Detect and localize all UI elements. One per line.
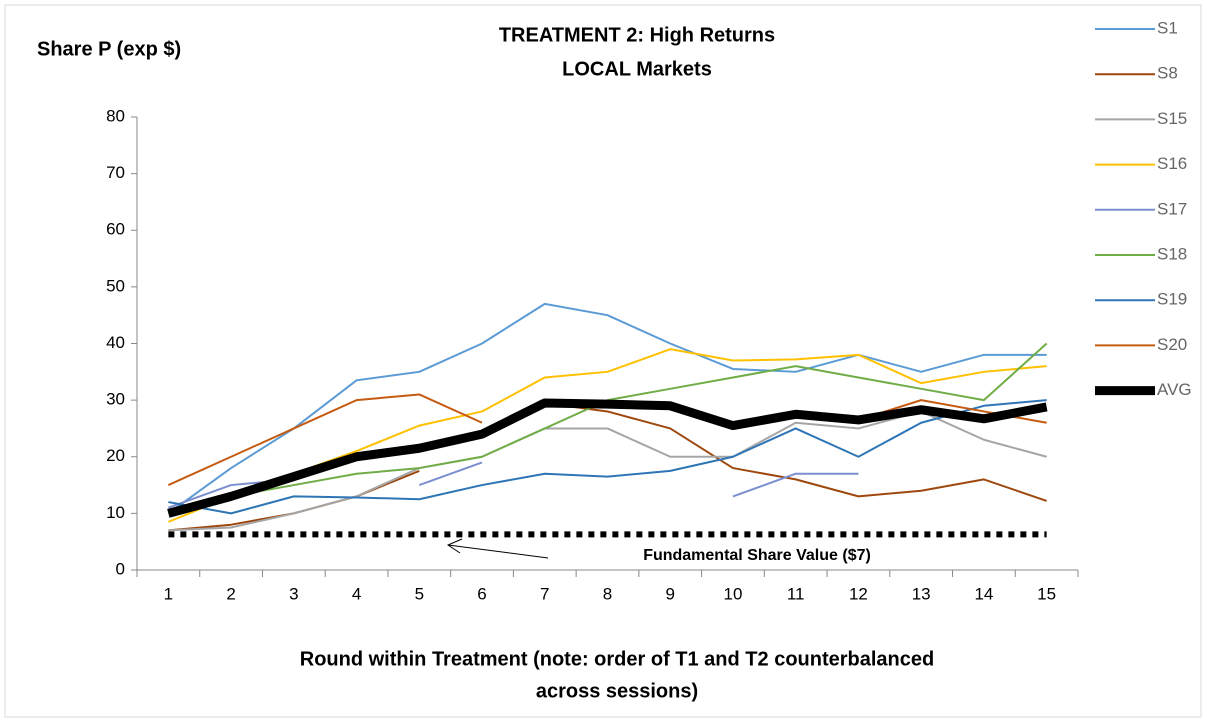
y-tick-label: 30 [106,390,125,409]
annotation-arrow [447,544,549,559]
y-axis-label: Share P (exp $) [37,38,181,60]
series-line [167,302,1047,515]
x-tick-label: 4 [352,584,361,603]
x-tick-label: 3 [289,584,298,603]
legend-label: S15 [1157,109,1187,128]
x-tick-label: 12 [849,584,868,603]
y-tick-label: 60 [106,220,125,239]
annotation: Fundamental Share Value ($7) [643,547,871,564]
legend-label: AVG [1157,380,1192,399]
x-axis-label: Round within Treatment (note: order of T… [300,648,934,670]
y-tick-label: 0 [116,559,125,578]
y-tick-label: 80 [106,106,125,125]
y-tick-label: 70 [106,163,125,182]
legend-label: S17 [1157,199,1187,218]
x-tick-label: 2 [226,584,235,603]
x-tick-label: 11 [787,584,805,603]
x-tick-label: 7 [540,584,549,603]
x-tick-label: 1 [164,584,173,603]
legend-label: S20 [1157,335,1187,354]
legend-label: S16 [1157,154,1187,173]
x-tick-label: 14 [974,584,993,603]
x-tick-label: 6 [477,584,486,603]
legend-label: S8 [1157,64,1178,83]
x-tick-label: 5 [415,584,424,603]
x-tick-label: 9 [665,584,674,603]
y-tick-label: 20 [106,446,125,465]
x-axis-label: across sessions) [536,680,698,702]
chart-subtitle: LOCAL Markets [562,58,712,80]
chart-title: TREATMENT 2: High Returns [499,24,775,46]
x-tick-label: 10 [724,584,743,603]
chart-border [4,4,1202,718]
x-tick-label: 13 [912,584,931,603]
series-line [168,399,1047,515]
series-line [167,398,1048,518]
legend-label: S19 [1157,290,1187,309]
legend-label: S18 [1157,244,1187,263]
y-tick-label: 50 [106,276,125,295]
x-tick-label: 15 [1037,584,1056,603]
y-tick-label: 40 [106,333,125,352]
annotation-arrowhead [446,538,463,554]
x-tick-label: 8 [603,584,612,603]
legend-label: S1 [1157,18,1178,37]
y-tick-label: 10 [106,503,125,522]
